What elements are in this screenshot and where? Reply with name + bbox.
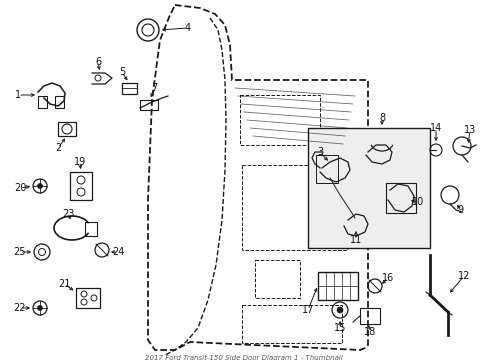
Bar [140, 100, 158, 110]
Text: 3: 3 [316, 147, 323, 157]
Bar [58, 122, 76, 136]
Text: 6: 6 [95, 57, 101, 67]
Bar [76, 288, 100, 308]
Text: 8: 8 [378, 113, 384, 123]
Text: 9: 9 [456, 205, 462, 215]
Text: 19: 19 [74, 157, 86, 167]
Text: 22: 22 [14, 303, 26, 313]
Text: 7: 7 [151, 83, 157, 93]
Text: 12: 12 [457, 271, 469, 281]
Text: 16: 16 [381, 273, 393, 283]
Text: 15: 15 [333, 323, 346, 333]
Text: 13: 13 [463, 125, 475, 135]
Text: 2017 Ford Transit-150 Side Door Diagram 1 - Thumbnail: 2017 Ford Transit-150 Side Door Diagram … [145, 355, 342, 360]
Text: 24: 24 [112, 247, 124, 257]
Text: 20: 20 [14, 183, 26, 193]
Bar [315, 155, 337, 183]
Bar [307, 128, 429, 248]
Bar [85, 222, 97, 236]
Text: 4: 4 [184, 23, 191, 33]
Bar [70, 172, 92, 200]
Bar [385, 183, 415, 213]
Bar [254, 260, 299, 298]
Text: 17: 17 [301, 305, 314, 315]
Bar [38, 96, 47, 108]
Bar [242, 305, 341, 343]
Bar [122, 83, 137, 94]
Text: 18: 18 [363, 327, 375, 337]
Circle shape [336, 307, 342, 313]
Text: 25: 25 [14, 247, 26, 257]
Bar [359, 308, 379, 324]
Text: 10: 10 [411, 197, 423, 207]
Bar [240, 95, 319, 145]
Bar [55, 96, 64, 108]
Text: 14: 14 [429, 123, 441, 133]
Text: 11: 11 [349, 235, 362, 245]
Circle shape [38, 306, 42, 310]
Text: 1: 1 [15, 90, 21, 100]
Text: 21: 21 [58, 279, 70, 289]
Circle shape [38, 184, 42, 189]
Bar [317, 272, 357, 300]
Text: 2: 2 [55, 143, 61, 153]
Text: 23: 23 [61, 209, 74, 219]
Bar [242, 165, 346, 250]
Text: 5: 5 [119, 67, 125, 77]
